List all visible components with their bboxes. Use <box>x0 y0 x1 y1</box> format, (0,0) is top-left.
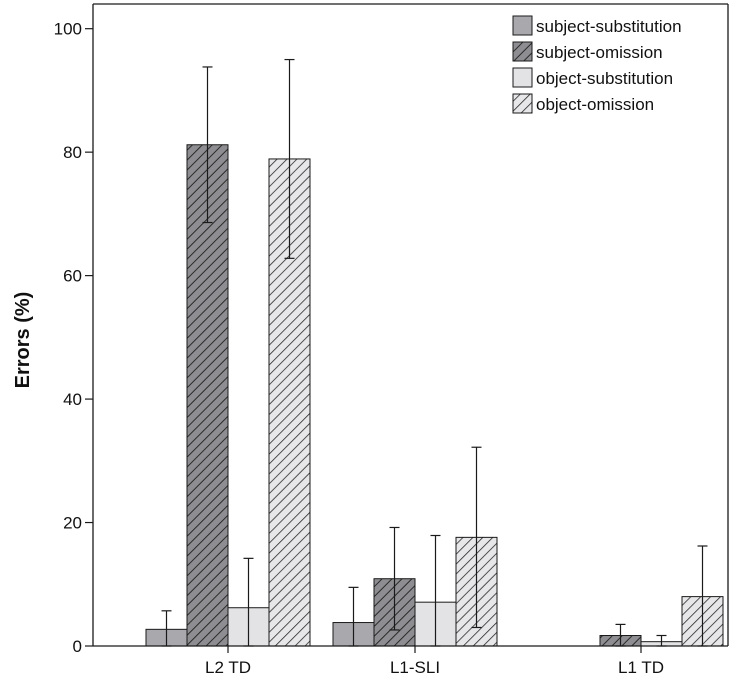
legend: subject-substitution subject-omission obje… <box>512 15 682 114</box>
x-tick-label-1: L1-SLI <box>390 658 440 677</box>
bar-subject-omission-0 <box>186 144 229 647</box>
legend-swatch-object-substitution <box>512 67 533 88</box>
legend-label-subject-omission: subject-omission <box>536 43 663 62</box>
legend-label-object-omission: object-omission <box>536 95 654 114</box>
y-tick-label-0: 0 <box>73 637 82 656</box>
error-bars-layer <box>161 58 708 647</box>
y-tick-label-3: 60 <box>63 267 82 286</box>
legend-swatch-object-omission <box>512 93 533 114</box>
legend-swatch-subject-substitution <box>512 15 533 36</box>
x-tick-label-0: L2 TD <box>205 658 251 677</box>
bars-layer <box>145 144 724 647</box>
legend-label-subject-substitution: subject-substitution <box>536 17 682 36</box>
y-axis-title: Errors (%) <box>12 292 34 389</box>
y-tick-label-5: 100 <box>54 20 82 39</box>
legend-label-object-substitution: object-substitution <box>536 69 673 88</box>
y-tick-label-4: 80 <box>63 143 82 162</box>
x-tick-label-2: L1 TD <box>618 658 664 677</box>
legend-swatch-subject-omission <box>512 41 533 62</box>
y-tick-label-1: 20 <box>63 514 82 533</box>
y-tick-label-2: 40 <box>63 390 82 409</box>
axes-layer: L2 TD L1-SLI L1 TD 0 20 40 60 80 100 <box>54 3 729 677</box>
